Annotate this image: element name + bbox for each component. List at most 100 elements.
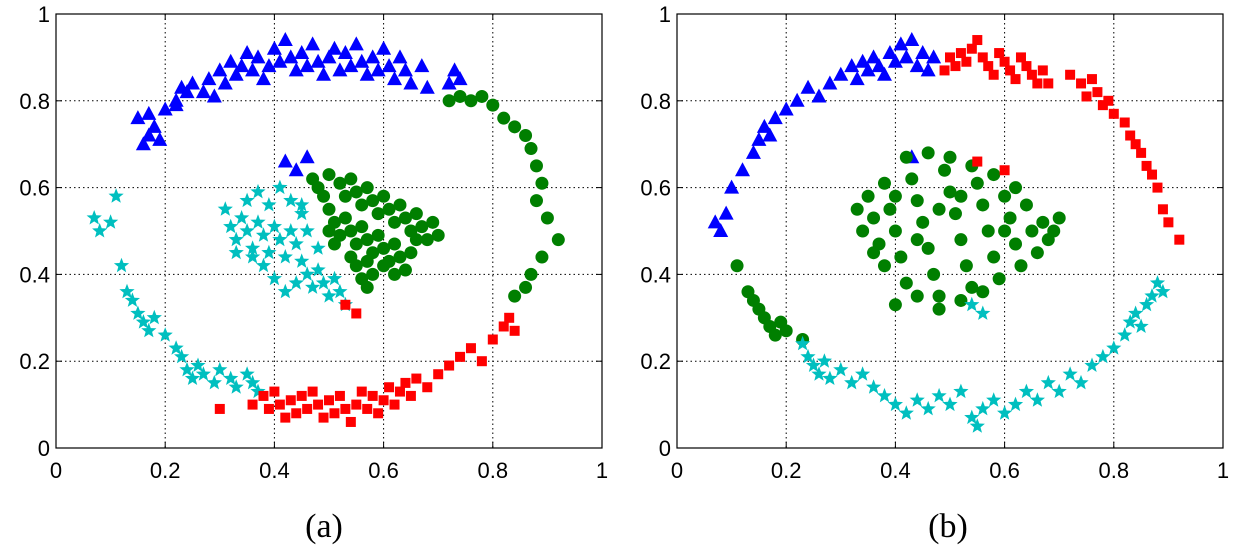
c1-square-point <box>1092 87 1103 98</box>
c1-star-point <box>1062 366 1078 381</box>
c1-square-point <box>1026 69 1037 80</box>
c0-square-point <box>351 308 362 319</box>
c0-y-tick-label: 0.6 <box>19 176 50 201</box>
c1-star-point <box>975 305 991 320</box>
c0-star-point <box>305 279 321 294</box>
c1-star-point <box>816 353 832 368</box>
c0-star-point <box>212 361 228 377</box>
c1-circle-point <box>1009 181 1023 195</box>
c0-x-tick-label: 1 <box>596 458 608 483</box>
c0-star-point <box>239 223 255 238</box>
c1-circle-point <box>1030 246 1044 260</box>
c0-circle-point <box>322 168 336 182</box>
c1-star-point <box>1040 374 1056 390</box>
c0-triangle-point <box>403 75 419 90</box>
c0-square-point <box>329 408 340 419</box>
c0-circle-point <box>398 211 412 225</box>
panel-b: 0 0.2 0.4 0.6 0.8 1 0 0.2 0.4 0.6 0.8 1 (b) <box>621 0 1242 560</box>
caption-a: (a) <box>305 508 343 545</box>
c0-triangle-point <box>206 88 222 103</box>
c0-square-point <box>302 403 313 414</box>
c1-square-point <box>1086 74 1097 85</box>
c1-y-tick-label: 1 <box>659 2 671 27</box>
c1-square-point <box>972 156 983 167</box>
c1-circle-point <box>1036 215 1050 229</box>
c0-circle-point <box>317 189 331 203</box>
c1-circle-point <box>948 207 962 221</box>
c1-star-point <box>986 392 1002 407</box>
c0-square-point <box>504 312 515 323</box>
c0-triangle-point <box>414 58 430 73</box>
c0-triangle-point <box>321 49 337 64</box>
c1-y-tick-label: 0.2 <box>640 349 671 374</box>
c1-circle-point <box>976 198 990 212</box>
c0-star-point <box>299 223 315 238</box>
c1-circle-point <box>1014 259 1028 273</box>
c0-star-point <box>228 231 244 247</box>
c1-circle-point <box>1047 224 1061 238</box>
c1-square-point <box>1103 95 1114 106</box>
c0-circle-point <box>442 94 456 108</box>
c0-triangle-point <box>365 49 381 64</box>
c0-circle-point <box>338 189 352 203</box>
c0-triangle-point <box>294 45 310 60</box>
c1-plot-area <box>677 14 1223 448</box>
c1-circle-point <box>899 276 913 290</box>
c0-circle-point <box>344 172 358 186</box>
c0-star-point <box>103 214 119 229</box>
c1-axes-frame <box>676 13 1224 449</box>
c0-circle-point <box>524 142 538 156</box>
c0-star-point <box>310 262 326 277</box>
c1-star-point <box>997 405 1013 420</box>
c0-circle-point <box>508 289 522 303</box>
c0-star-point <box>277 249 293 264</box>
c1-circle-point <box>894 250 908 264</box>
c0-circle-point <box>486 98 500 112</box>
c1-triangle-point <box>789 92 805 107</box>
c0-star-point <box>119 283 135 299</box>
scatter-plot-a: 0 0.2 0.4 0.6 0.8 1 0 0.2 0.4 0.6 0.8 1 <box>19 2 608 483</box>
c0-square-point <box>487 334 498 345</box>
c0-star-point <box>288 275 304 290</box>
c0-star-point <box>288 236 304 251</box>
c1-circle-point <box>992 272 1006 286</box>
c0-square-point <box>476 356 487 367</box>
c1-circle-point <box>954 293 968 307</box>
c0-square-point <box>318 412 329 423</box>
c1-triangle-point <box>800 79 816 94</box>
c1-star-point <box>811 366 827 381</box>
c1-x-tick-label: 0.8 <box>1099 458 1130 483</box>
c1-star-point <box>1149 275 1166 290</box>
c1-square-point <box>1125 130 1136 141</box>
panel-a: 0 0.2 0.4 0.6 0.8 1 0 0.2 0.4 0.6 0.8 1 (a) <box>19 2 608 545</box>
c0-y-tick-label: 0.2 <box>19 349 50 374</box>
c1-star-point <box>969 418 985 433</box>
c0-star-point <box>135 314 151 329</box>
c0-triangle-point <box>359 66 375 81</box>
c1-circle-point <box>877 259 891 273</box>
c0-circle-point <box>551 233 565 247</box>
c0-circle-point <box>338 211 352 225</box>
c0-triangle-point <box>228 66 244 81</box>
c0-triangle-point <box>277 153 293 168</box>
c1-circle-point <box>850 202 864 216</box>
c1-circle-point <box>987 250 1001 264</box>
c1-triangle-point <box>893 36 909 51</box>
c1-circle-point <box>998 224 1012 238</box>
c0-circle-point <box>535 250 549 264</box>
c0-circle-point <box>382 202 396 216</box>
c1-circle-point <box>927 267 941 281</box>
c0-star-point <box>283 223 299 238</box>
c1-star-point <box>964 296 980 312</box>
c0-triangle-point <box>272 53 288 68</box>
c1-triangle-point <box>898 49 914 64</box>
c0-star-point <box>174 348 190 364</box>
c1-square-point <box>1174 234 1185 245</box>
c0-star-point <box>141 322 157 338</box>
c0-star-point <box>299 266 315 281</box>
c0-triangle-point <box>452 71 468 86</box>
c1-square-point <box>1005 65 1016 76</box>
c0-star-point <box>245 374 261 390</box>
c0-triangle-point <box>234 58 250 73</box>
c0-circle-point <box>529 159 543 173</box>
